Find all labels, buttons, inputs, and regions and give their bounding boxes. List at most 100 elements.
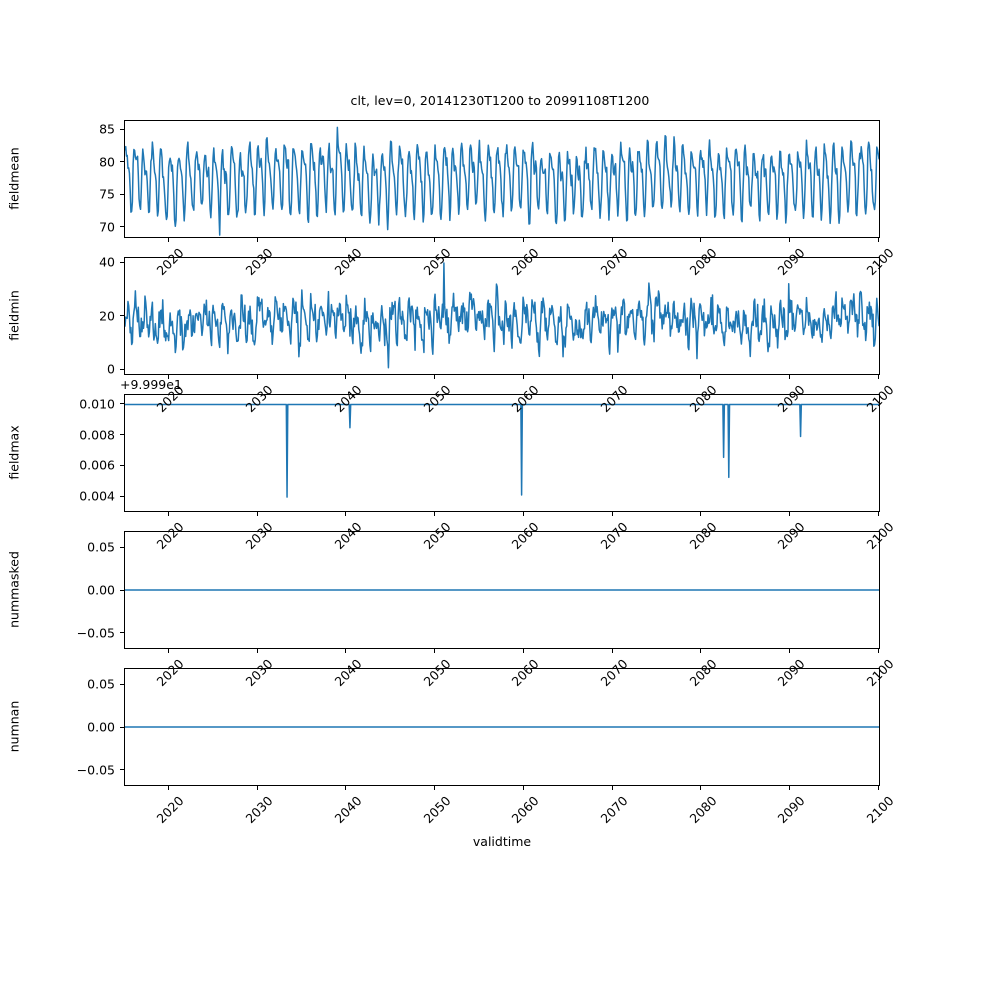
- y-tick-label: 0.006: [79, 457, 115, 473]
- x-tick-mark: [345, 649, 347, 653]
- x-tick-label: 2040: [331, 793, 365, 827]
- y-tick-mark: [120, 128, 124, 130]
- y-tick-label: 0.004: [79, 488, 115, 504]
- y-tick-mark: [120, 683, 124, 685]
- y-tick-mark: [120, 193, 124, 195]
- x-axis-label: validtime: [472, 834, 532, 849]
- x-tick-mark: [256, 512, 258, 516]
- x-tick-mark: [522, 512, 524, 516]
- y-tick-label: 0.05: [87, 676, 115, 692]
- x-tick-mark: [345, 512, 347, 516]
- x-tick-mark: [345, 375, 347, 379]
- x-tick-mark: [434, 512, 436, 516]
- y-tick-label: 20: [99, 308, 115, 324]
- subplot-fieldmax: [124, 394, 880, 512]
- data-line-numnan: [125, 669, 879, 785]
- data-line-nummasked: [125, 532, 879, 648]
- x-tick-mark: [345, 786, 347, 790]
- y-tick-label: 40: [99, 254, 115, 270]
- x-tick-label: 2070: [597, 793, 631, 827]
- x-tick-label: 2090: [774, 793, 809, 827]
- y-tick-label: 0: [107, 361, 115, 377]
- x-tick-label: 2100: [863, 793, 897, 827]
- x-tick-mark: [256, 238, 258, 242]
- data-line-fieldmean: [125, 121, 879, 237]
- subplot-numnan: [124, 668, 880, 786]
- x-tick-mark: [522, 649, 524, 653]
- y-tick-label: 0.05: [87, 539, 115, 555]
- x-tick-mark: [700, 375, 702, 379]
- x-tick-label: 2030: [242, 793, 276, 827]
- subplot-fieldmin: [124, 257, 880, 375]
- x-tick-mark: [788, 649, 791, 653]
- y-axis-label-numnan: numnan: [6, 700, 22, 753]
- y-tick-label: −0.05: [76, 625, 115, 641]
- x-tick-mark: [700, 512, 702, 516]
- x-tick-mark: [611, 649, 613, 653]
- subplot-fieldmean: [124, 120, 880, 238]
- x-tick-mark: [434, 238, 436, 242]
- y-tick-mark: [120, 632, 124, 634]
- y-tick-mark: [120, 368, 124, 370]
- figure-title: clt, lev=0, 20141230T1200 to 20991108T12…: [350, 93, 650, 108]
- y-tick-mark: [120, 434, 124, 436]
- y-tick-mark: [120, 726, 124, 728]
- y-tick-mark: [120, 546, 124, 548]
- x-tick-mark: [345, 238, 347, 242]
- x-tick-mark: [434, 786, 436, 790]
- data-line-fieldmax: [125, 395, 879, 511]
- data-line-fieldmin: [125, 258, 879, 374]
- y-tick-label: −0.05: [76, 762, 115, 778]
- y-tick-mark: [120, 403, 124, 405]
- y-tick-label: 0.00: [87, 582, 115, 598]
- x-tick-mark: [256, 649, 258, 653]
- x-tick-mark: [256, 786, 258, 790]
- y-tick-label: 75: [99, 186, 115, 202]
- y-tick-mark: [120, 589, 124, 591]
- x-tick-label: 2020: [153, 793, 187, 827]
- x-tick-mark: [434, 375, 436, 379]
- x-tick-mark: [700, 649, 702, 653]
- x-tick-label: 2080: [686, 793, 720, 827]
- subplot-nummasked: [124, 531, 880, 649]
- x-tick-mark: [700, 786, 702, 790]
- y-tick-mark: [120, 161, 124, 163]
- x-tick-label: 2050: [420, 793, 454, 827]
- x-tick-label: 2060: [508, 793, 542, 827]
- x-tick-mark: [522, 375, 524, 379]
- x-tick-mark: [167, 238, 169, 242]
- y-tick-mark: [120, 226, 124, 228]
- x-tick-mark: [611, 375, 613, 379]
- y-tick-mark: [120, 495, 124, 497]
- x-tick-mark: [167, 512, 169, 516]
- x-tick-mark: [788, 512, 791, 516]
- x-tick-mark: [700, 238, 702, 242]
- x-tick-mark: [877, 649, 879, 653]
- y-tick-label: 0.00: [87, 719, 115, 735]
- y-tick-label: 0.010: [79, 396, 115, 412]
- x-tick-mark: [788, 786, 791, 790]
- x-tick-mark: [256, 375, 258, 379]
- x-tick-mark: [611, 238, 613, 242]
- x-tick-mark: [167, 375, 169, 379]
- y-axis-offset-text: +9.999e1: [120, 377, 182, 392]
- y-tick-label: 80: [99, 154, 115, 170]
- y-tick-mark: [120, 769, 124, 771]
- x-tick-mark: [788, 238, 791, 242]
- y-tick-mark: [120, 464, 124, 466]
- x-tick-mark: [877, 512, 879, 516]
- x-tick-mark: [877, 375, 879, 379]
- x-tick-mark: [611, 512, 613, 516]
- x-tick-mark: [788, 375, 791, 379]
- x-tick-mark: [167, 649, 169, 653]
- y-tick-label: 70: [99, 219, 115, 235]
- y-tick-label: 85: [99, 121, 115, 137]
- x-tick-mark: [434, 649, 436, 653]
- x-tick-mark: [877, 238, 879, 242]
- x-tick-mark: [167, 786, 169, 790]
- x-tick-mark: [877, 786, 879, 790]
- y-tick-mark: [120, 315, 124, 317]
- x-tick-mark: [522, 238, 524, 242]
- x-tick-mark: [611, 786, 613, 790]
- x-tick-mark: [522, 786, 524, 790]
